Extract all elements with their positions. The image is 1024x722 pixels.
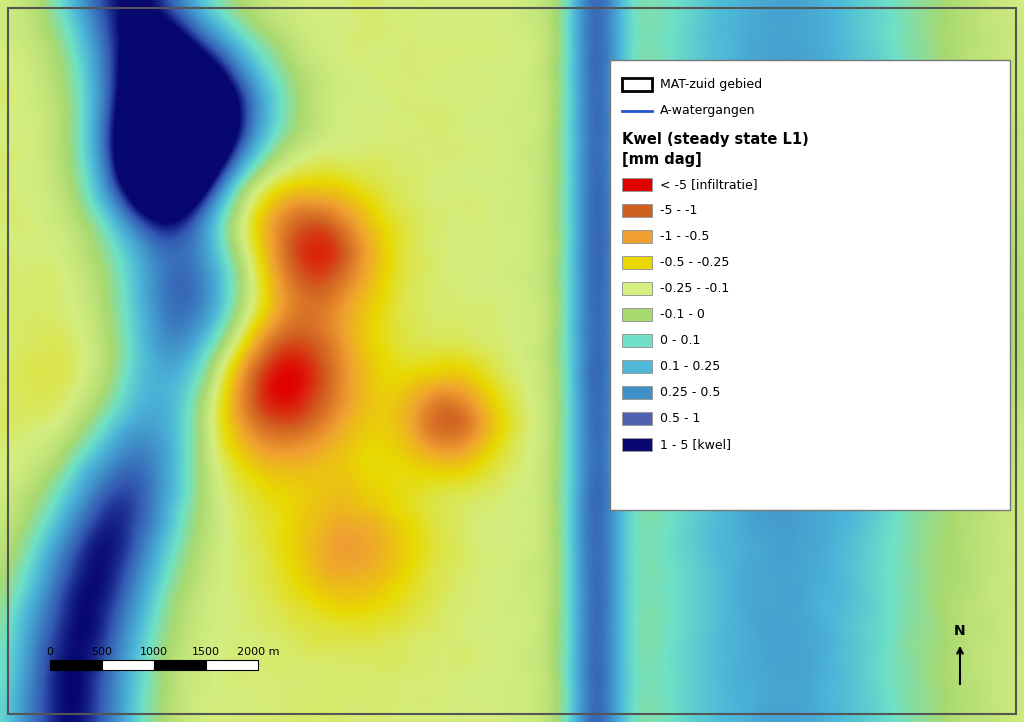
Text: 0.1 - 0.25: 0.1 - 0.25 [660,360,720,373]
Text: 0.25 - 0.5: 0.25 - 0.5 [660,386,720,399]
Bar [622,230,652,243]
Text: -0.5 - -0.25: -0.5 - -0.25 [660,256,729,269]
Text: < -5 [infiltratie]: < -5 [infiltratie] [660,178,758,191]
Bar [622,78,652,91]
Bar [622,412,652,425]
Text: 0.5 - 1: 0.5 - 1 [660,412,700,425]
Text: 1500: 1500 [193,647,220,657]
Bar [622,308,652,321]
Bar [206,660,258,670]
Text: 2000 m: 2000 m [237,647,280,657]
Text: [mm dag]: [mm dag] [622,152,701,167]
Bar [622,386,652,399]
Bar [622,204,652,217]
Bar [622,334,652,347]
Text: 500: 500 [91,647,113,657]
Text: -0.25 - -0.1: -0.25 - -0.1 [660,282,729,295]
Bar [622,282,652,295]
Bar [622,438,652,451]
Bar [154,660,206,670]
Text: 0 - 0.1: 0 - 0.1 [660,334,700,347]
Text: A-watergangen: A-watergangen [660,104,756,117]
Text: 0: 0 [46,647,53,657]
Text: -5 - -1: -5 - -1 [660,204,697,217]
Bar [622,178,652,191]
Text: 1 - 5 [kwel]: 1 - 5 [kwel] [660,438,731,451]
Bar [610,60,1010,510]
Text: N: N [954,624,966,638]
Text: Kwel (steady state L1): Kwel (steady state L1) [622,132,809,147]
Text: 1000: 1000 [140,647,168,657]
Bar [50,660,102,670]
Text: MAT-zuid gebied: MAT-zuid gebied [660,78,762,91]
Bar [622,256,652,269]
Text: -1 - -0.5: -1 - -0.5 [660,230,710,243]
Text: -0.1 - 0: -0.1 - 0 [660,308,705,321]
Bar [622,360,652,373]
Bar [102,660,154,670]
